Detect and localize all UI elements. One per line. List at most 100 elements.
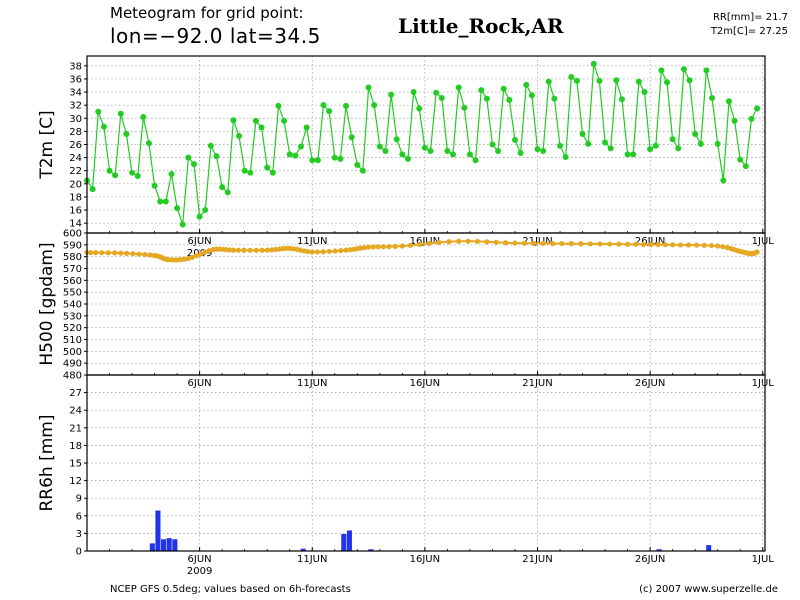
rr6h-ytick-label: 12 — [69, 476, 82, 487]
h500-point — [662, 242, 668, 248]
rr-summary: RR[mm]= 21.7 — [712, 12, 788, 23]
h500-point — [206, 247, 212, 254]
t2m-point — [106, 167, 113, 174]
rr6h-bar — [341, 533, 347, 551]
h500-point — [202, 249, 208, 255]
h500-ytick-label: 600 — [63, 229, 82, 240]
h500-point — [607, 241, 613, 247]
t2m-point — [247, 169, 254, 176]
t2m-point — [641, 89, 648, 96]
h500-point — [185, 255, 191, 262]
t2m-point — [607, 145, 614, 152]
rr6h-ytick-label: 27 — [69, 388, 82, 399]
t2m-point — [737, 156, 744, 163]
t2m-point — [703, 67, 710, 74]
grid-point-coordinates: lon=−92.0 lat=34.5 — [110, 24, 321, 48]
t2m-point — [174, 205, 181, 212]
t2m-point — [168, 171, 175, 177]
t2m-point — [399, 151, 406, 158]
t2m-point — [264, 164, 271, 171]
x-tick-label: 26JUN — [635, 554, 665, 565]
t2m-point — [562, 153, 569, 160]
t2m-point — [624, 151, 631, 158]
h500-point — [142, 251, 148, 258]
data-source-note: NCEP GFS 0.5deg; values based on 6h-fore… — [110, 584, 351, 595]
t2m-point — [348, 134, 355, 141]
t2m-ytick-label: 34 — [69, 88, 82, 99]
t2m-point — [680, 66, 687, 73]
t2m-point — [427, 148, 434, 155]
t2m-point — [100, 123, 107, 130]
h500-point — [708, 242, 715, 249]
t2m-point — [585, 140, 592, 147]
t2m-point — [748, 115, 755, 122]
rr6h-ytick-label: 3 — [76, 529, 82, 540]
rr6h-bar — [161, 539, 167, 551]
t2m-point — [224, 189, 231, 196]
h500-point — [540, 240, 546, 247]
t2m-point — [754, 105, 761, 112]
t2m-point — [331, 154, 338, 161]
rr6h-bar — [368, 549, 374, 551]
t2m-point — [303, 124, 310, 131]
h500-ytick-label: 550 — [63, 288, 82, 299]
h500-ytick-label: 540 — [63, 300, 82, 311]
t2m-point — [343, 102, 350, 109]
t2m-point — [647, 146, 654, 153]
t2m-point — [196, 213, 203, 220]
t2m-point — [326, 108, 333, 115]
t2m-point — [359, 167, 366, 174]
t2m-ytick-label: 30 — [69, 114, 82, 125]
x-tick-label: 1JUL — [752, 554, 775, 565]
h500-point — [269, 247, 275, 253]
h500-point — [386, 244, 392, 250]
copyright-note: (c) 2007 www.superzelle.de — [639, 584, 778, 595]
rr6h-ytick-label: 18 — [69, 441, 82, 452]
h500-ytick-label: 590 — [63, 240, 82, 251]
h500-point — [502, 240, 509, 246]
h500-ytick-label: 490 — [63, 359, 82, 370]
h500-ytick-label: 500 — [63, 347, 82, 358]
h500-point — [407, 242, 414, 248]
x-tick-label: 16JUN — [410, 554, 440, 565]
h500-ytick-label: 510 — [63, 335, 82, 346]
rr6h-bar — [155, 510, 161, 551]
t2m-point — [123, 131, 130, 138]
rr6h-ytick-label: 24 — [69, 406, 82, 417]
t2m-ytick-label: 28 — [69, 127, 82, 138]
t2m-point — [725, 98, 732, 105]
t2m-ytick-label: 32 — [69, 101, 82, 112]
h500-point — [512, 240, 518, 246]
h500-point — [93, 250, 99, 256]
t2m-point — [145, 140, 152, 147]
rr6h-ytick-label: 9 — [76, 494, 82, 505]
t2m-point — [466, 151, 473, 158]
t2m-ytick-label: 16 — [69, 206, 82, 217]
t2m-point — [219, 184, 226, 191]
h500-point — [693, 242, 700, 248]
t2m-point — [534, 146, 541, 153]
h500-point — [99, 250, 105, 256]
h500-point — [648, 241, 654, 248]
t2m-point — [478, 87, 485, 94]
h500-point — [365, 244, 372, 250]
t2m-point — [506, 96, 513, 103]
t2m-series-line — [86, 63, 758, 225]
h500-point — [655, 241, 661, 248]
t2m-point — [450, 151, 457, 158]
t2m-point — [314, 157, 321, 164]
t2m-point — [433, 89, 440, 96]
x-tick-label: 21JUN — [522, 554, 552, 565]
rr6h-bar — [166, 538, 172, 551]
rr6h-ylabel: RR6h [mm] — [37, 414, 57, 511]
t2m-point — [669, 136, 676, 143]
t2m-point — [151, 182, 158, 189]
t2m-ytick-label: 14 — [69, 219, 82, 230]
t2m-point — [157, 198, 164, 205]
t2m-point — [382, 148, 389, 155]
h500-point — [720, 244, 726, 250]
h500-point — [241, 247, 247, 253]
t2m-point — [495, 148, 502, 155]
t2m-point — [602, 139, 609, 146]
